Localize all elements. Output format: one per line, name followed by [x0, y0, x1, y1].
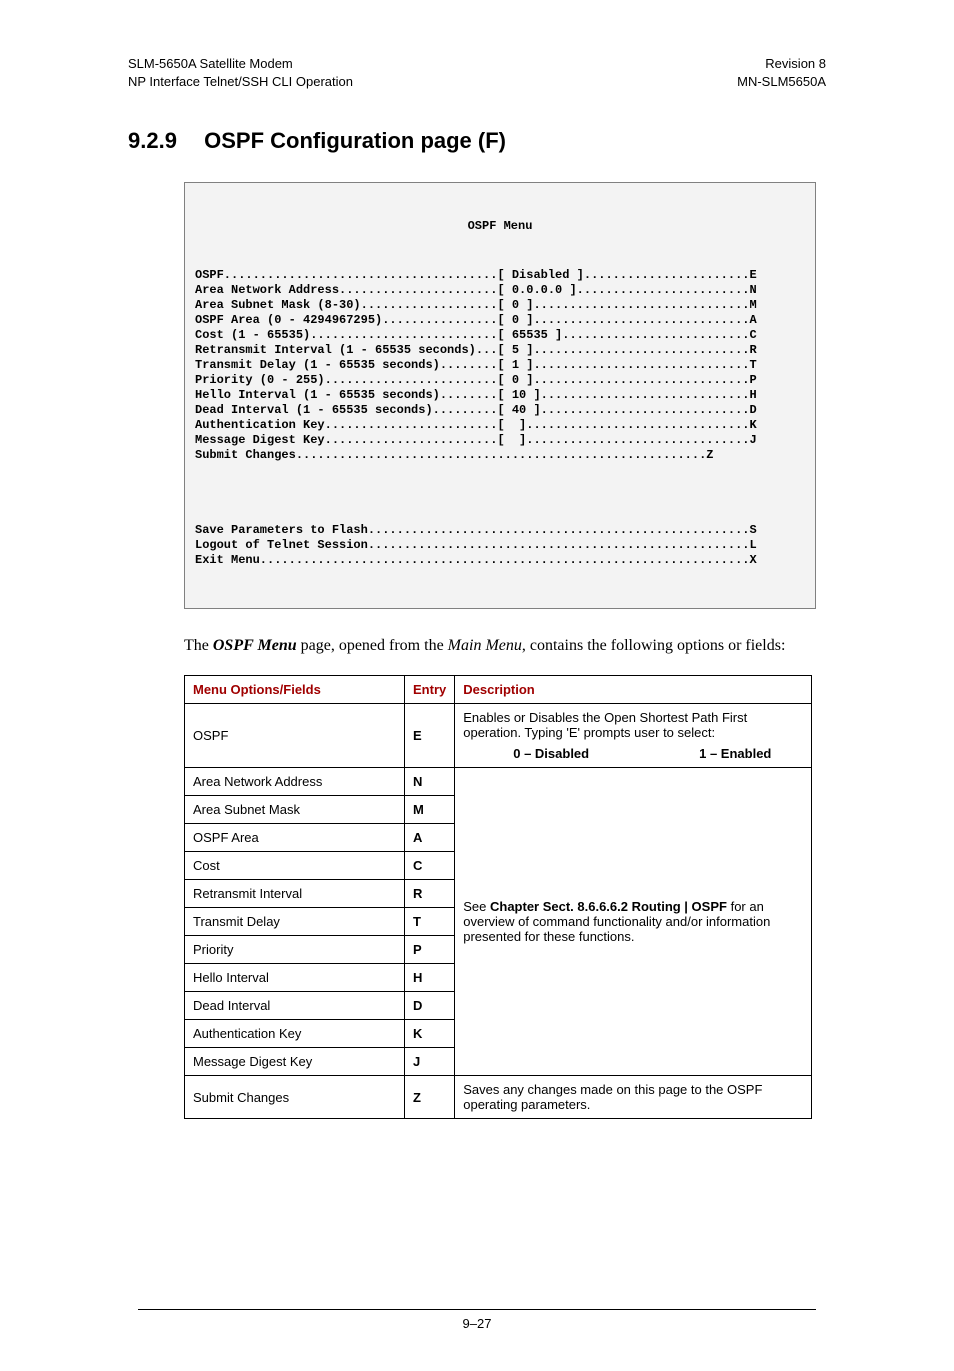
- table-row: Submit Changes Z Saves any changes made …: [185, 1076, 812, 1119]
- cell-entry: C: [405, 852, 455, 880]
- cell-description-merged: See Chapter Sect. 8.6.6.6.2 Routing | OS…: [455, 768, 812, 1076]
- intro-menu-name: OSPF Menu: [213, 637, 297, 654]
- cell-field: Area Network Address: [185, 768, 405, 796]
- mid-desc-bold: Chapter Sect. 8.6.6.6.2 Routing | OSPF: [490, 899, 727, 914]
- intro-paragraph: The OSPF Menu page, opened from the Main…: [184, 637, 826, 655]
- section-title: OSPF Configuration page (F): [204, 128, 506, 153]
- cell-description: Enables or Disables the Open Shortest Pa…: [455, 704, 812, 768]
- cell-entry: Z: [405, 1076, 455, 1119]
- cell-entry: K: [405, 1020, 455, 1048]
- intro-prefix: The: [184, 637, 213, 654]
- footer-rule: [138, 1309, 816, 1310]
- cell-field: OSPF Area: [185, 824, 405, 852]
- terminal-title: OSPF Menu: [195, 219, 805, 234]
- header-left: SLM-5650A Satellite Modem NP Interface T…: [128, 55, 353, 90]
- page-header: SLM-5650A Satellite Modem NP Interface T…: [128, 55, 826, 90]
- cell-description: Saves any changes made on this page to t…: [455, 1076, 812, 1119]
- section-number: 9.2.9: [128, 128, 198, 154]
- cell-entry: P: [405, 936, 455, 964]
- cell-field: Area Subnet Mask: [185, 796, 405, 824]
- cell-field: Retransmit Interval: [185, 880, 405, 908]
- cell-entry: D: [405, 992, 455, 1020]
- table-row: Area Network AddressNSee Chapter Sect. 8…: [185, 768, 812, 796]
- cell-field: Dead Interval: [185, 992, 405, 1020]
- options-table: Menu Options/Fields Entry Description OS…: [184, 675, 812, 1119]
- header-right-line1: Revision 8: [737, 55, 826, 73]
- choice-enabled: 1 – Enabled: [699, 746, 771, 761]
- section-heading: 9.2.9 OSPF Configuration page (F): [128, 128, 826, 154]
- cell-entry: T: [405, 908, 455, 936]
- cell-field: OSPF: [185, 704, 405, 768]
- cell-entry: J: [405, 1048, 455, 1076]
- table-row: OSPF E Enables or Disables the Open Shor…: [185, 704, 812, 768]
- cell-entry: H: [405, 964, 455, 992]
- th-description: Description: [455, 676, 812, 704]
- cell-field: Message Digest Key: [185, 1048, 405, 1076]
- intro-main-menu: Main Menu: [448, 637, 522, 654]
- intro-suffix: , contains the following options or fiel…: [522, 637, 786, 654]
- cell-entry: A: [405, 824, 455, 852]
- cell-field: Cost: [185, 852, 405, 880]
- ospf-desc-choices: 0 – Disabled 1 – Enabled: [463, 746, 803, 761]
- document-page: SLM-5650A Satellite Modem NP Interface T…: [0, 0, 954, 1371]
- cell-entry: N: [405, 768, 455, 796]
- header-left-line1: SLM-5650A Satellite Modem: [128, 55, 353, 73]
- terminal-screenshot: OSPF Menu OSPF..........................…: [184, 182, 816, 609]
- cell-field: Authentication Key: [185, 1020, 405, 1048]
- th-field: Menu Options/Fields: [185, 676, 405, 704]
- cell-field: Transmit Delay: [185, 908, 405, 936]
- mid-desc-pre: See: [463, 899, 490, 914]
- header-left-line2: NP Interface Telnet/SSH CLI Operation: [128, 73, 353, 91]
- cell-field: Submit Changes: [185, 1076, 405, 1119]
- cell-entry: M: [405, 796, 455, 824]
- choice-disabled: 0 – Disabled: [513, 746, 589, 761]
- cell-entry: R: [405, 880, 455, 908]
- cell-field: Priority: [185, 936, 405, 964]
- terminal-body: OSPF....................................…: [195, 268, 805, 568]
- ospf-desc-text: Enables or Disables the Open Shortest Pa…: [463, 710, 803, 740]
- header-right-line2: MN-SLM5650A: [737, 73, 826, 91]
- footer-page-number: 9–27: [128, 1316, 826, 1331]
- cell-field: Hello Interval: [185, 964, 405, 992]
- intro-mid: page, opened from the: [297, 637, 448, 654]
- th-entry: Entry: [405, 676, 455, 704]
- cell-entry: E: [405, 704, 455, 768]
- table-header-row: Menu Options/Fields Entry Description: [185, 676, 812, 704]
- header-right: Revision 8 MN-SLM5650A: [737, 55, 826, 90]
